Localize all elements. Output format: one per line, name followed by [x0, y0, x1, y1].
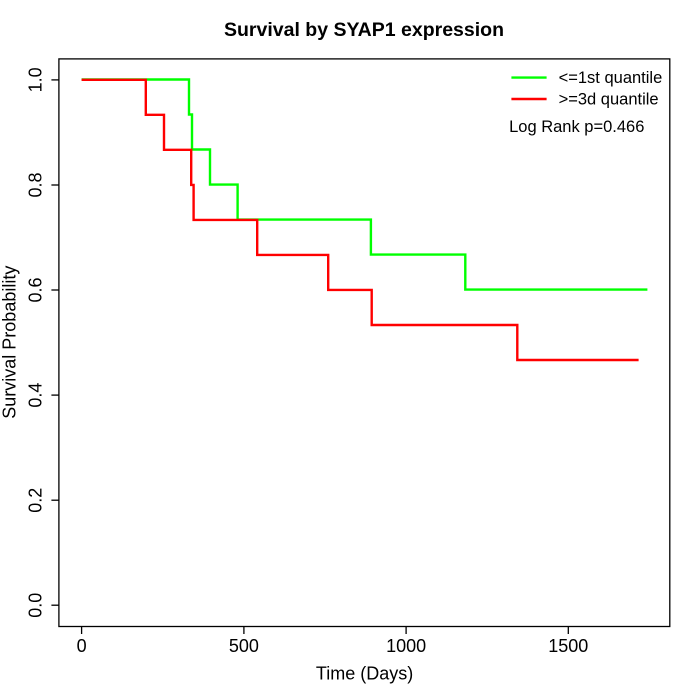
svg-text:500: 500: [229, 636, 259, 656]
svg-text:0.2: 0.2: [26, 488, 46, 513]
svg-text:0.4: 0.4: [26, 383, 46, 408]
svg-text:<=1st quantile: <=1st quantile: [559, 69, 663, 87]
svg-text:0.0: 0.0: [26, 593, 46, 618]
svg-text:>=3d quantile: >=3d quantile: [559, 90, 659, 108]
svg-text:1.0: 1.0: [26, 67, 46, 92]
svg-text:Survival Probability: Survival Probability: [0, 266, 19, 419]
svg-text:0.8: 0.8: [26, 172, 46, 197]
svg-text:1000: 1000: [386, 636, 426, 656]
svg-text:0.6: 0.6: [26, 277, 46, 302]
svg-text:1500: 1500: [548, 636, 588, 656]
svg-text:Log Rank p=0.466: Log Rank p=0.466: [509, 118, 644, 136]
svg-text:Time (Days): Time (Days): [316, 664, 413, 684]
svg-text:Survival by SYAP1 expression: Survival by SYAP1 expression: [224, 19, 504, 41]
svg-text:0: 0: [77, 636, 87, 656]
